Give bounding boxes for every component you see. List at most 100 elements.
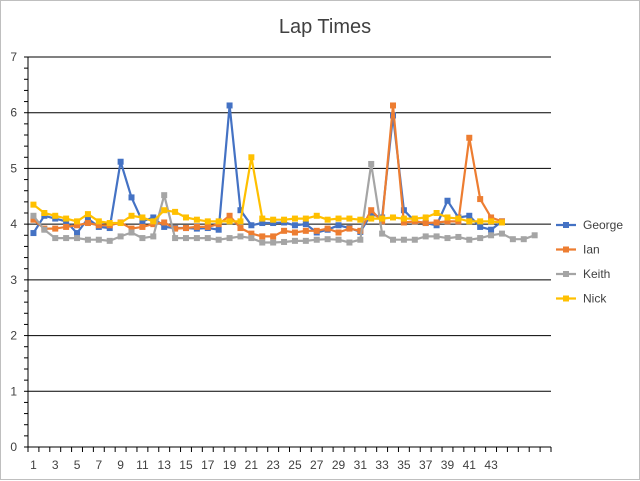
data-point-nick <box>204 218 211 225</box>
data-point-keith <box>291 237 298 244</box>
x-tick-label: 29 <box>332 458 346 472</box>
data-point-keith <box>182 235 189 242</box>
data-point-keith <box>128 229 135 236</box>
data-point-nick <box>291 215 298 222</box>
data-point-nick <box>400 215 407 222</box>
data-point-nick <box>259 215 266 222</box>
data-point-keith <box>248 235 255 242</box>
data-point-keith <box>498 230 505 237</box>
data-point-keith <box>30 212 37 219</box>
data-point-keith <box>335 236 342 243</box>
data-point-george <box>150 214 157 221</box>
data-point-ian <box>324 225 331 232</box>
chart-title: Lap Times <box>279 16 371 38</box>
x-tick-label: 27 <box>310 458 324 472</box>
data-point-keith <box>466 236 473 243</box>
legend-label-george: George <box>583 218 623 232</box>
data-point-nick <box>324 216 331 223</box>
data-point-nick <box>74 218 81 225</box>
data-point-keith <box>368 160 375 167</box>
data-point-ian <box>182 225 189 232</box>
data-point-keith <box>237 233 244 240</box>
data-point-ian <box>259 233 266 240</box>
data-point-ian <box>368 207 375 214</box>
x-tick-label: 15 <box>179 458 193 472</box>
data-point-keith <box>520 236 527 243</box>
data-point-ian <box>422 220 429 227</box>
series-lines <box>30 102 538 246</box>
x-tick-label: 3 <box>52 458 59 472</box>
data-point-nick <box>466 218 473 225</box>
data-point-ian <box>237 225 244 232</box>
data-point-george <box>84 215 91 222</box>
data-point-nick <box>357 216 364 223</box>
x-tick-label: 9 <box>117 458 124 472</box>
data-point-nick <box>498 219 505 226</box>
data-point-ian <box>84 220 91 227</box>
data-point-keith <box>259 239 266 246</box>
data-point-nick <box>433 210 440 216</box>
data-point-george <box>139 218 146 225</box>
data-point-ian <box>74 222 81 229</box>
data-point-nick <box>182 214 189 221</box>
data-point-george <box>291 222 298 229</box>
data-point-nick <box>128 212 135 219</box>
data-point-keith <box>488 232 495 239</box>
data-point-keith <box>52 235 59 242</box>
data-point-keith <box>411 236 418 243</box>
data-point-nick <box>411 215 418 222</box>
x-tick-label: 19 <box>223 458 237 472</box>
data-point-keith <box>433 233 440 240</box>
data-point-ian <box>30 216 37 223</box>
x-tick-label: 43 <box>484 458 498 472</box>
data-point-ian <box>95 222 102 229</box>
data-point-nick <box>368 215 375 222</box>
data-point-keith <box>346 239 353 246</box>
x-tick-label: 5 <box>74 458 81 472</box>
data-point-george <box>477 223 484 230</box>
legend-label-nick: Nick <box>583 292 607 306</box>
data-point-ian <box>357 227 364 234</box>
y-tick-label: 2 <box>10 329 17 343</box>
x-tick-label: 23 <box>266 458 280 472</box>
y-tick-label: 0 <box>10 440 17 454</box>
data-point-george <box>335 222 342 229</box>
data-point-ian <box>444 218 451 225</box>
x-tick-label: 1 <box>30 458 37 472</box>
data-point-keith <box>509 236 516 243</box>
data-point-keith <box>400 236 407 243</box>
y-tick-label: 6 <box>10 106 17 120</box>
data-point-ian <box>281 227 288 234</box>
data-point-keith <box>379 230 386 237</box>
x-tick-label: 35 <box>397 458 411 472</box>
data-point-nick <box>237 218 244 225</box>
data-point-nick <box>248 154 255 161</box>
data-point-ian <box>400 219 407 226</box>
data-point-keith <box>215 236 222 243</box>
y-tick-label: 7 <box>10 50 17 64</box>
data-point-george <box>117 158 124 165</box>
x-tick-label: 25 <box>288 458 302 472</box>
data-point-nick <box>281 216 288 223</box>
x-tick-label: 7 <box>95 458 102 472</box>
data-point-keith <box>302 237 309 244</box>
data-point-keith <box>117 233 124 240</box>
data-point-keith <box>531 232 538 239</box>
data-point-nick <box>226 218 233 225</box>
data-point-george <box>444 197 451 204</box>
data-point-nick <box>41 210 48 216</box>
data-point-ian <box>477 196 484 203</box>
data-point-keith <box>324 236 331 243</box>
data-point-nick <box>161 207 168 214</box>
data-point-ian <box>313 227 320 234</box>
data-point-george <box>226 102 233 109</box>
data-point-nick <box>488 218 495 225</box>
x-tick-label: 31 <box>354 458 368 472</box>
data-point-ian <box>139 223 146 230</box>
data-point-nick <box>193 216 200 223</box>
data-point-nick <box>150 218 157 225</box>
data-point-nick <box>477 218 484 225</box>
